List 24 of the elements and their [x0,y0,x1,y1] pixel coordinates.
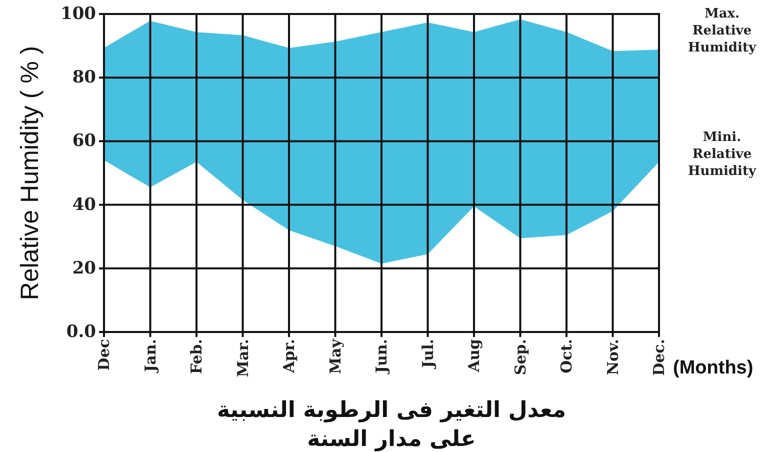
x-tick-label: Jul. [418,339,437,370]
x-tick-label: Aug [465,338,483,374]
x-tick-label: Jun. [372,339,390,376]
annotation: Mini. Relative Humidity [688,129,756,178]
y-tick-label: 0.0 [66,322,96,342]
x-tick-label: Sep. [511,339,530,376]
x-tick-label: Nov. [604,339,622,376]
y-tick-label: 80 [72,68,96,88]
y-tick-label: 40 [72,194,96,215]
x-tick-label: May [326,338,344,374]
x-tick-label: Jan. [141,339,160,374]
annotation: Max. Relative Humidity [688,6,756,56]
x-tick-label: Feb. [188,339,206,374]
x-tick-label: Dec [95,339,113,371]
text: معدل التغير فى الرطوبة النسبية على مدار السنة [216,398,566,452]
x-tick-label: Apr. [280,339,298,374]
x-axis-title: (Months) [673,358,754,378]
y-tick-label: 60 [72,131,96,152]
y-axis-title: Relative Humidity ( % ) [16,46,44,300]
x-tick-label: Oct. [558,339,576,374]
x-tick-label: Dec. [650,339,668,376]
x-tick-label: Mar. [234,339,252,378]
y-tick-label: 100 [60,4,96,24]
y-tick-label: 20 [72,258,96,278]
